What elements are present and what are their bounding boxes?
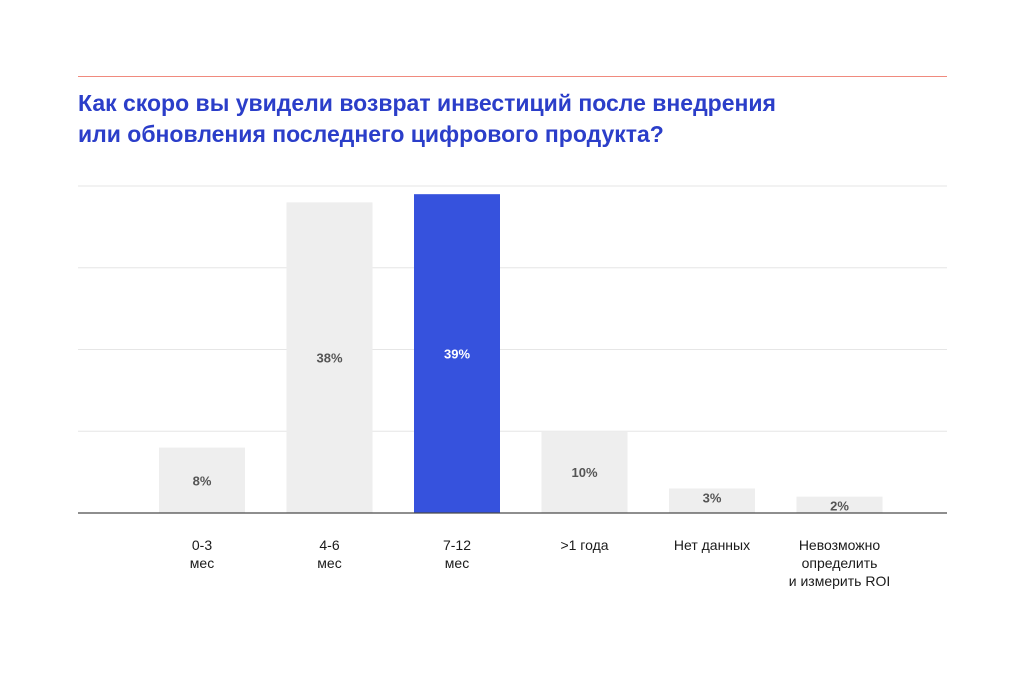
chart-title-line-2: или обновления последнего цифрового прод… [78,121,664,147]
chart-title-line-1: Как скоро вы увидели возврат инвестиций … [78,90,776,116]
category-label: >1 года [560,537,608,553]
category-label-line: 4-6 [319,537,339,553]
category-label-line: определить [802,555,878,571]
category-label-line: 0-3 [192,537,212,553]
category-label-line: мес [317,555,341,571]
category-label-line: >1 года [560,537,608,553]
bar [796,496,883,513]
label-layer: 8% 38% 39% 10% 3% 2% [193,347,850,514]
category-label: 7-12 мес [443,537,471,571]
bar [669,488,755,513]
category-label-line: Невозможно [799,537,881,553]
bar [286,202,373,513]
category-layer: 0-3 мес 4-6 мес 7-12 мес >1 года Нет данных Нево… [190,537,890,589]
bar-layer [159,194,883,514]
category-label-line: и измерить ROI [789,573,890,589]
data-label: 10% [571,465,597,480]
grid-layer [78,185,947,432]
data-label: 2% [830,499,849,514]
category-label: Нет данных [674,537,750,553]
data-label: 39% [444,347,470,362]
bar [541,431,628,513]
category-label: 0-3 мес [190,537,214,571]
chart-title: Как скоро вы увидели возврат инвестиций … [78,88,878,150]
bar [159,447,245,513]
category-label-line: мес [190,555,214,571]
category-label: Невозможно определить и измерить ROI [789,537,890,589]
bar [414,194,500,514]
category-label-line: мес [445,555,469,571]
data-label: 8% [193,473,212,488]
category-label-line: Нет данных [674,537,750,553]
category-label-line: 7-12 [443,537,471,553]
top-rule [78,76,947,77]
data-label: 38% [316,351,342,366]
data-label: 3% [703,490,722,505]
category-label: 4-6 мес [317,537,341,571]
